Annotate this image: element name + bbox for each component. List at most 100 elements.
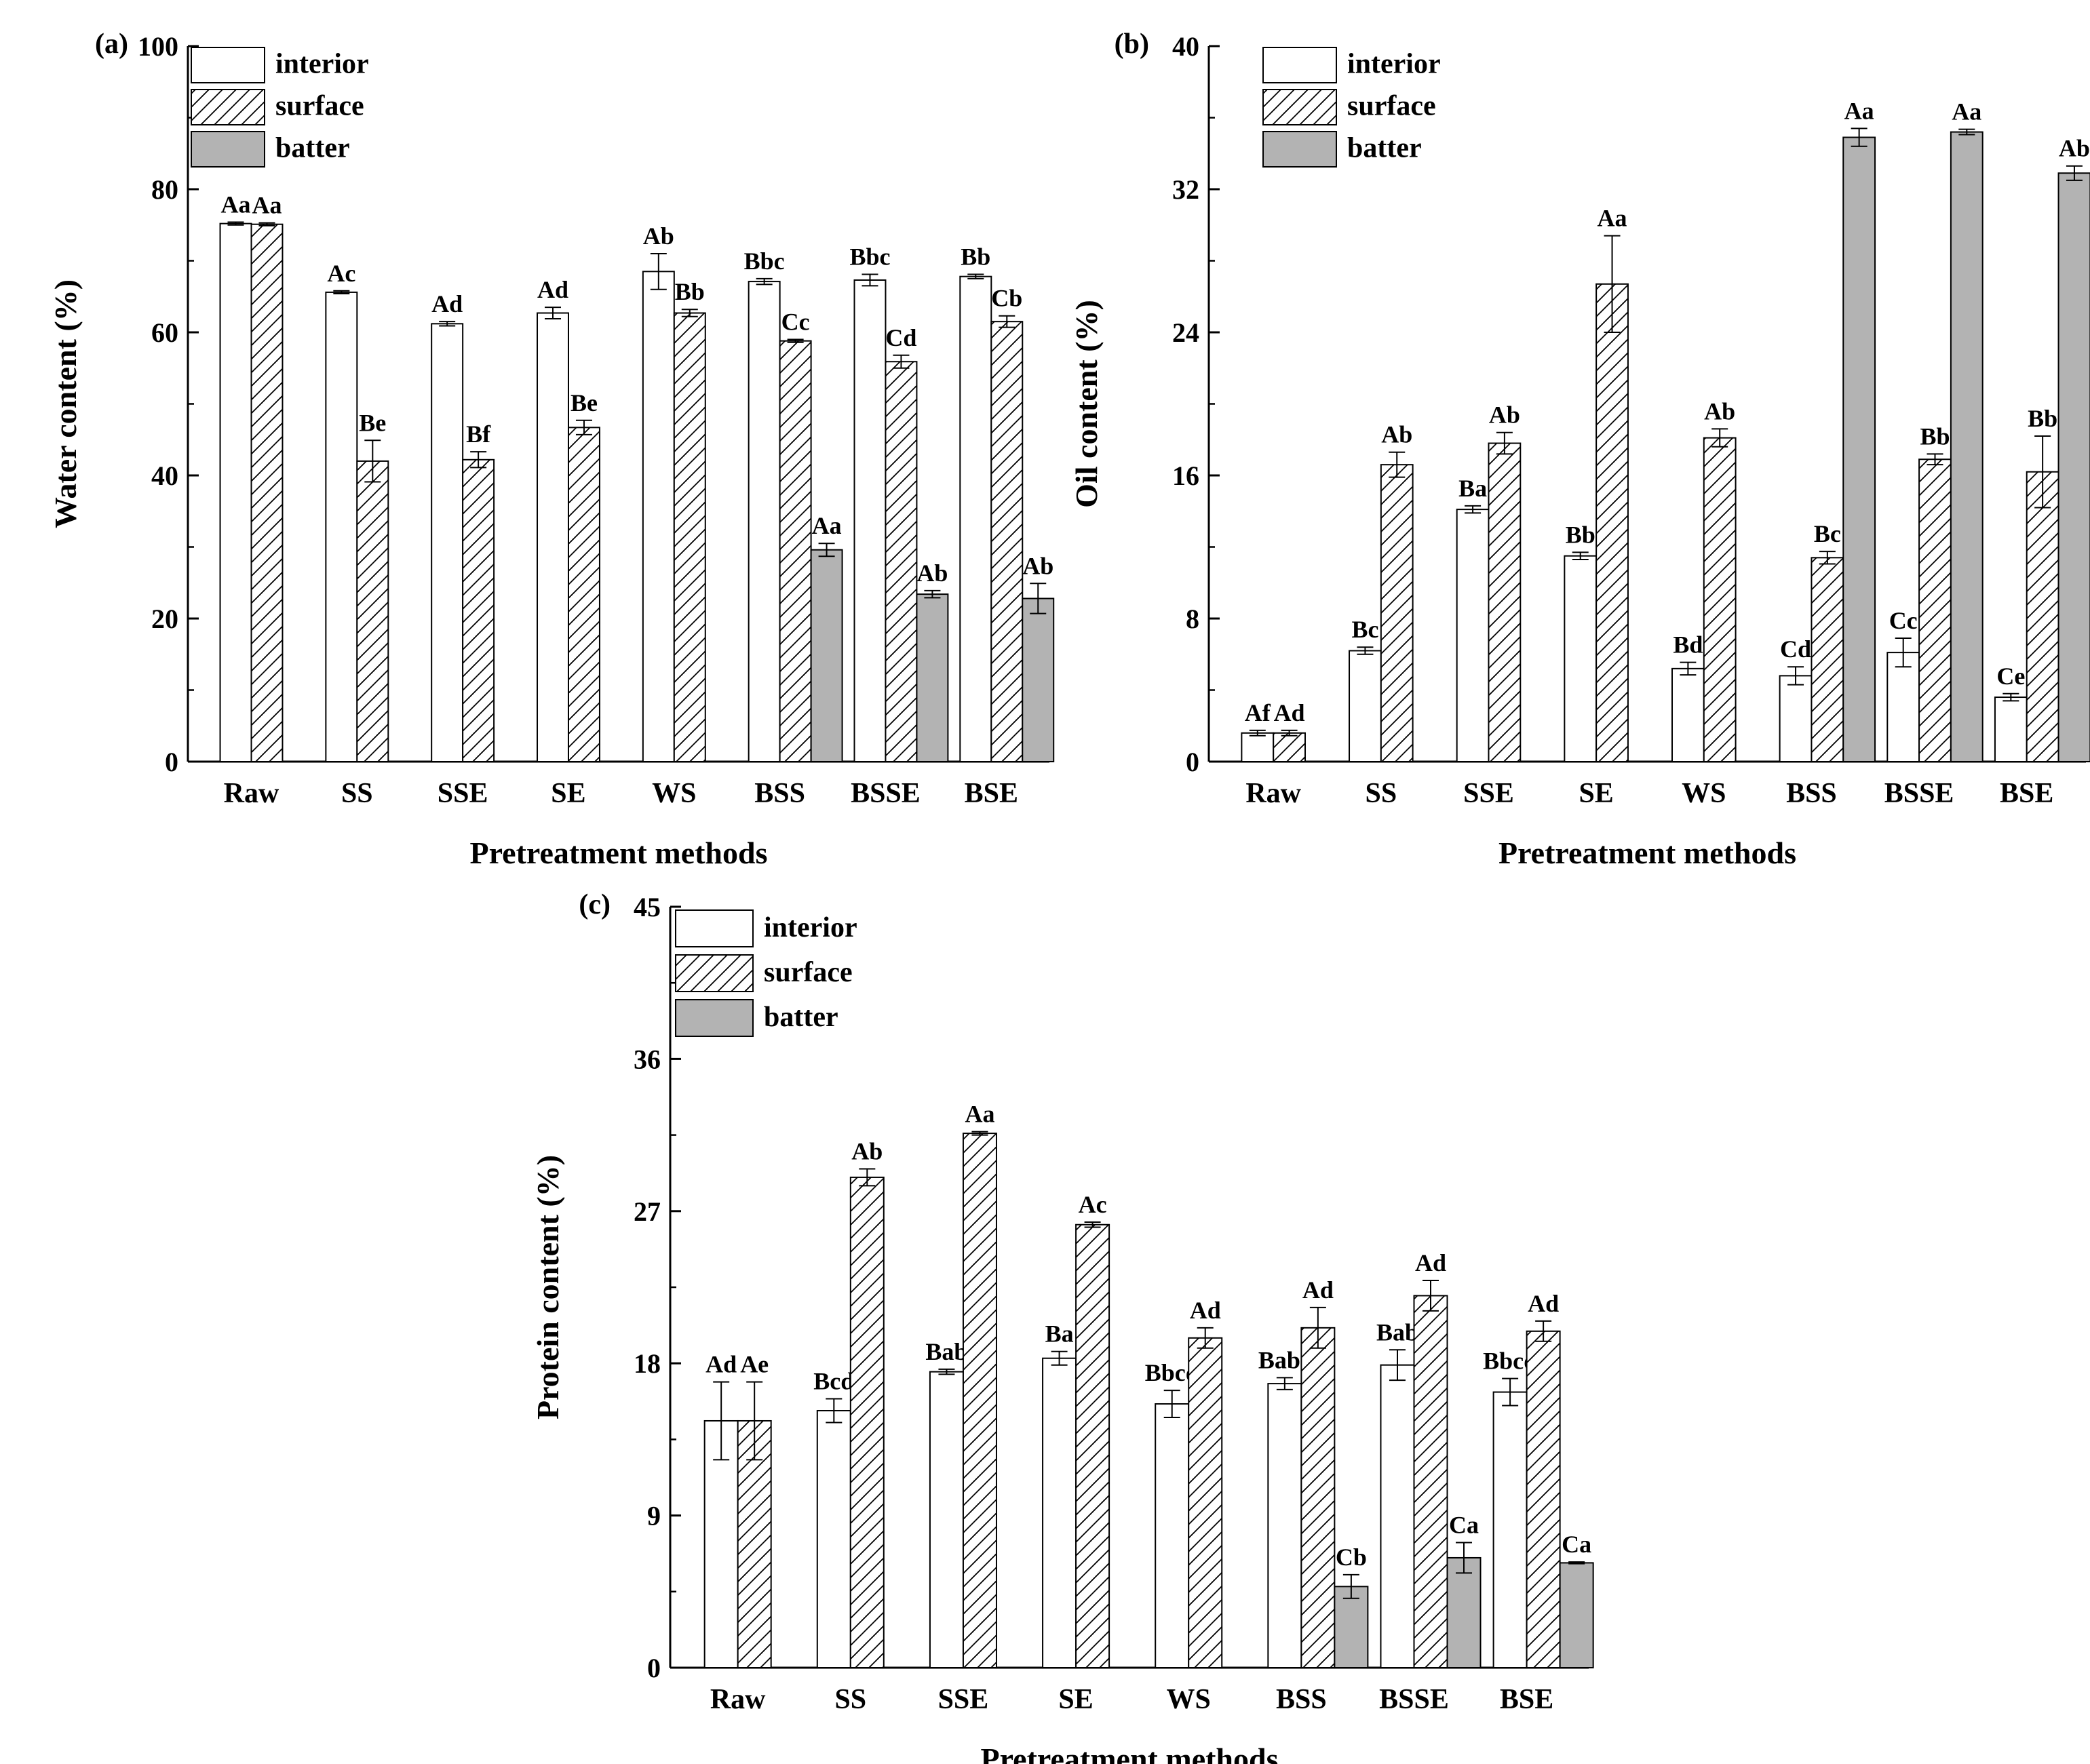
bar-interior-bse	[1492, 1391, 1528, 1668]
bar-interior-se	[1042, 1357, 1077, 1668]
y-tick-label: 40	[1172, 31, 1199, 62]
significance-label-surface-ss: Ab	[851, 1137, 883, 1164]
significance-label-interior-ws: Ab	[643, 222, 674, 250]
significance-label-surface-bss: Ad	[1302, 1276, 1334, 1304]
x-tick-label-raw: Raw	[710, 1684, 766, 1715]
significance-label-interior-raw: Ad	[705, 1351, 737, 1378]
significance-label-interior-se: Bb	[1566, 521, 1595, 548]
significance-label-interior-raw: Af	[1245, 699, 1271, 726]
y-tick-label: 0	[1186, 747, 1199, 777]
significance-label-interior-ss: Ac	[327, 260, 355, 287]
significance-label-interior-bsse: Bab	[1376, 1318, 1418, 1346]
bar-interior-sse	[1456, 509, 1490, 762]
bar-surface-ss	[356, 460, 389, 763]
bar-batter-bsse	[1950, 131, 1983, 763]
significance-label-surface-raw: Ad	[1274, 699, 1305, 726]
bar-surface-bse	[2026, 471, 2059, 762]
significance-label-surface-bsse: Bb	[1920, 423, 1950, 450]
y-tick-label: 20	[151, 604, 178, 634]
x-tick-label-bss: BSS	[1786, 778, 1837, 809]
bar-surface-ws	[673, 312, 706, 762]
bar-surface-bss	[779, 340, 812, 763]
legend-swatch-batter	[1262, 131, 1337, 168]
significance-label-surface-sse: Ab	[1489, 401, 1520, 429]
legend-swatch-interior	[675, 909, 754, 947]
y-tick-label: 9	[647, 1501, 661, 1531]
significance-label-surface-ws: Ad	[1190, 1297, 1221, 1324]
significance-label-batter-bse: Ab	[2059, 135, 2090, 162]
bar-interior-ss	[816, 1410, 851, 1669]
bar-interior-bss	[1267, 1383, 1302, 1668]
x-tick-label-bse: BSE	[1500, 1684, 1553, 1715]
significance-label-surface-bss: Cc	[781, 309, 810, 336]
y-tick-label: 0	[647, 1653, 661, 1683]
x-tick-label-bss: BSS	[1276, 1684, 1327, 1715]
bar-surface-bsse	[885, 361, 918, 762]
x-tick-label-ws: WS	[1167, 1684, 1211, 1715]
significance-label-batter-bss: Cb	[1336, 1544, 1367, 1571]
x-tick-label-bse: BSE	[2000, 778, 2053, 809]
significance-label-interior-bse: Bb	[961, 243, 990, 271]
x-tick-label-raw: Raw	[1245, 778, 1301, 809]
y-tick-label: 0	[165, 747, 178, 777]
bar-surface-se	[1595, 283, 1629, 763]
x-tick-label-sse: SSE	[438, 778, 488, 809]
bar-surface-raw	[737, 1419, 772, 1669]
bar-batter-bsse	[916, 593, 949, 762]
y-tick-label: 60	[151, 317, 178, 348]
y-axis-title: Oil content (%)	[1069, 300, 1104, 508]
x-axis-title: Pretreatment methods	[470, 836, 768, 870]
y-tick-label: 45	[634, 892, 661, 922]
bar-surface-raw	[250, 223, 284, 762]
panel-c-protein-content: 0 9 18 27 36 45 (c) Pretreatment methods Protein…	[530, 889, 1594, 1764]
legend-label-surface: surface	[1347, 90, 1436, 121]
y-axis-title: Water content (%)	[48, 279, 83, 528]
significance-label-interior-bse: Ce	[1996, 663, 2025, 690]
significance-label-interior-ss: Bcd	[813, 1368, 854, 1395]
panel-a-water-content: 0 20 40 60 80 100 (a) Pretreatment methods Water…	[48, 28, 1055, 870]
legend-swatch-batter	[191, 131, 265, 168]
x-tick-label-sse: SSE	[938, 1684, 989, 1715]
legend-swatch-surface	[675, 954, 754, 992]
significance-label-surface-raw: Aa	[252, 192, 282, 219]
significance-label-interior-sse: Ad	[431, 290, 463, 317]
significance-label-batter-bse: Ca	[1562, 1531, 1591, 1558]
x-tick-label-bsse: BSSE	[1379, 1684, 1449, 1715]
legend-label-batter: batter	[1347, 132, 1422, 163]
bar-surface-bss	[1811, 557, 1844, 762]
legend-swatch-interior	[1262, 47, 1337, 83]
x-tick-label-bsse: BSSE	[851, 778, 921, 809]
significance-label-surface-bsse: Cd	[885, 324, 916, 351]
x-tick-label-bss: BSS	[754, 778, 805, 809]
bar-surface-bse	[990, 321, 1024, 762]
significance-label-batter-bss: Aa	[1844, 97, 1874, 124]
significance-label-interior-ss: Bc	[1351, 616, 1378, 643]
significance-label-surface-ws: Bb	[675, 278, 705, 305]
x-axis-title: Pretreatment methods	[981, 1742, 1279, 1764]
y-tick-label: 8	[1186, 604, 1199, 634]
y-tick-label: 24	[1172, 317, 1199, 348]
panel-label: (a)	[95, 28, 128, 60]
bar-interior-raw	[703, 1419, 739, 1669]
significance-label-batter-bss: Aa	[812, 512, 842, 539]
legend-label-batter: batter	[764, 1002, 838, 1033]
significance-label-surface-bse: Bb	[2028, 405, 2057, 432]
bar-interior-bss	[1779, 675, 1813, 763]
bar-batter-bss	[1334, 1586, 1369, 1669]
significance-label-interior-sse: Bab	[925, 1338, 967, 1365]
y-tick-label: 27	[634, 1196, 661, 1227]
bar-surface-raw	[1273, 732, 1306, 763]
significance-label-surface-se: Be	[570, 389, 598, 416]
legend-label-interior: interior	[764, 912, 857, 943]
bar-surface-ws	[1703, 437, 1737, 762]
bar-surface-bsse	[1413, 1295, 1448, 1668]
bar-batter-bss	[1842, 136, 1876, 762]
significance-label-batter-bsse: Aa	[1952, 98, 1981, 125]
legend-swatch-interior	[191, 47, 265, 83]
bar-interior-ws	[1155, 1403, 1190, 1669]
y-tick-label: 40	[151, 460, 178, 491]
significance-label-surface-sse: Aa	[965, 1101, 994, 1128]
x-tick-label-se: SE	[1579, 778, 1613, 809]
x-axis-title: Pretreatment methods	[1498, 836, 1796, 870]
